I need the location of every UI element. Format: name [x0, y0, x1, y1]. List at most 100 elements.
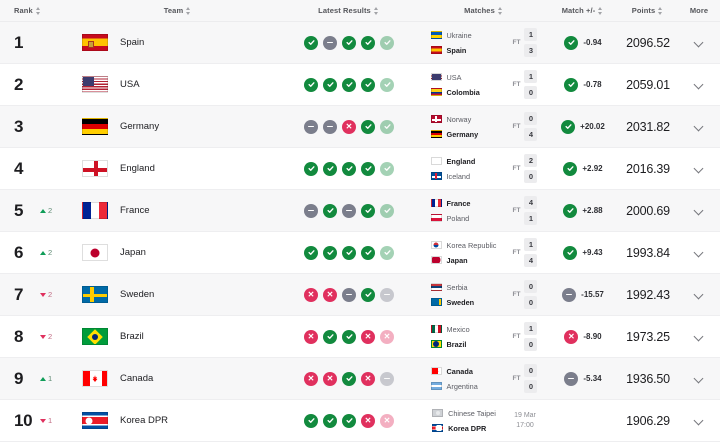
chevron-down-icon[interactable]: [695, 164, 704, 173]
chevron-down-icon[interactable]: [695, 122, 704, 131]
rank-number: 6: [14, 242, 24, 262]
column-header-latest-results[interactable]: Latest Results: [278, 6, 420, 15]
column-header-matches[interactable]: Matches: [420, 6, 548, 15]
points-cell: 2059.01: [618, 64, 678, 106]
matches-cell[interactable]: England Iceland FT 2 0: [420, 148, 548, 190]
matches-cell[interactable]: Chinese Taipei Korea DPR 19 Mar 17:00: [420, 400, 548, 442]
result-win-icon: [342, 329, 356, 344]
arrow-down-icon: [40, 418, 46, 423]
result-loss-icon: ✕: [361, 413, 375, 428]
sort-icon[interactable]: [186, 6, 192, 15]
chevron-down-icon[interactable]: [695, 80, 704, 89]
team-cell[interactable]: Sweden: [78, 274, 278, 316]
sort-icon[interactable]: [35, 6, 42, 15]
rank-number: 10: [14, 410, 33, 430]
sort-icon[interactable]: [658, 6, 664, 15]
matches-cell[interactable]: Mexico Brazil FT 1 0: [420, 316, 548, 358]
more-cell[interactable]: [678, 106, 720, 148]
matches-cell[interactable]: Korea Republic Japan FT 1 4: [420, 232, 548, 274]
table-row[interactable]: 7 2 Sweden ✕ ✕ Serbia Sweden FT 0 0 -15.57 1992.43: [0, 274, 720, 316]
match-home-team: Serbia: [430, 283, 505, 292]
table-row[interactable]: 8 2 Brazil ✕ ✕ ✕ Mexico Brazil FT 1 0 ✕ -8.90 1973.25: [0, 316, 720, 358]
chevron-down-icon[interactable]: [695, 206, 704, 215]
column-header-points[interactable]: Points: [618, 6, 678, 15]
chevron-down-icon[interactable]: [695, 416, 704, 425]
pm-up-icon: [563, 203, 578, 218]
more-cell[interactable]: [678, 190, 720, 232]
more-cell[interactable]: [678, 274, 720, 316]
chevron-down-icon[interactable]: [695, 332, 704, 341]
more-cell[interactable]: [678, 64, 720, 106]
matches-cell[interactable]: Serbia Sweden FT 0 0: [420, 274, 548, 316]
more-cell[interactable]: [678, 400, 720, 442]
matches-cell[interactable]: Ukraine Spain FT 1 3: [420, 22, 548, 64]
table-row[interactable]: 5 2 France France Poland FT 4 1 +2.88 2000.69: [0, 190, 720, 232]
x-glyph: ✕: [307, 289, 315, 299]
table-row[interactable]: 10 1 Korea DPR ✕ ✕ Chinese Taipei Korea DPR 19 …: [0, 400, 720, 442]
team-cell[interactable]: Canada: [78, 358, 278, 400]
column-header-team[interactable]: Team: [78, 6, 278, 15]
arrow-up-icon: [40, 376, 46, 381]
points-value: 2031.82: [626, 119, 670, 134]
chevron-down-icon[interactable]: [695, 374, 704, 383]
table-row[interactable]: 2 USA USA Colombia FT 1 0 -0.78 2059.01: [0, 64, 720, 106]
result-loss-icon: ✕: [323, 371, 337, 386]
match-home-team-name: England: [446, 156, 476, 166]
dash-glyph: [308, 209, 314, 212]
match-status: FT: [512, 333, 521, 340]
result-draw-icon: [342, 287, 356, 302]
team-cell[interactable]: Brazil: [78, 316, 278, 358]
matches-cell[interactable]: USA Colombia FT 1 0: [420, 64, 548, 106]
flag-br-icon: [430, 340, 442, 348]
match-status: FT: [512, 81, 521, 88]
flag-en-icon: [82, 160, 108, 177]
table-row[interactable]: 3 Germany ✕ Norway Germany FT 0 4 +20.02 2031.82: [0, 106, 720, 148]
match-away-team: Spain: [430, 46, 505, 55]
points-cell: 2031.82: [618, 106, 678, 148]
table-row[interactable]: 9 1 Canada ✕ ✕ ✕ Canada Argentina FT 0 0 -5.34 1936.…: [0, 358, 720, 400]
matches-cell[interactable]: Norway Germany FT 0 4: [420, 106, 548, 148]
result-win-icon: [380, 245, 394, 260]
more-cell[interactable]: [678, 232, 720, 274]
match-away-team: Iceland: [430, 172, 505, 181]
chevron-down-icon[interactable]: [695, 248, 704, 257]
flag-no-icon: [430, 115, 442, 123]
team-cell[interactable]: France: [78, 190, 278, 232]
match-teams: Korea Republic Japan: [430, 241, 505, 265]
team-cell[interactable]: Germany: [78, 106, 278, 148]
more-cell[interactable]: [678, 148, 720, 190]
table-row[interactable]: 1 Spain Ukraine Spain FT 1 3 -0.94 2096.52: [0, 22, 720, 64]
more-cell[interactable]: [678, 358, 720, 400]
team-cell[interactable]: Korea DPR: [78, 400, 278, 442]
flag-us-icon: [430, 73, 442, 81]
matches-cell[interactable]: Canada Argentina FT 0 0: [420, 358, 548, 400]
match-home-team-name: Canada: [446, 366, 473, 376]
table-row[interactable]: 4 England England Iceland FT 2 0 +2.92 2016.39: [0, 148, 720, 190]
chevron-down-icon[interactable]: [695, 290, 704, 299]
sort-icon[interactable]: [497, 6, 504, 15]
chevron-down-icon[interactable]: [695, 38, 704, 47]
match-away-team: Korea DPR: [432, 424, 506, 433]
x-glyph: ✕: [383, 331, 391, 341]
result-win-icon: [304, 245, 318, 260]
column-header-match-plus-minus[interactable]: Match +/-: [548, 6, 618, 15]
matches-cell[interactable]: France Poland FT 4 1: [420, 190, 548, 232]
team-cell[interactable]: Spain: [78, 22, 278, 64]
result-win-icon: [361, 119, 375, 134]
team-cell[interactable]: England: [78, 148, 278, 190]
column-header-rank[interactable]: Rank: [0, 6, 78, 15]
more-cell[interactable]: [678, 316, 720, 358]
match-away-team-name: Argentina: [446, 381, 478, 391]
match-plus-minus-cell: +20.02: [548, 106, 618, 148]
flag-mx-icon: [430, 325, 442, 333]
result-win-icon: [342, 77, 356, 92]
team-cell[interactable]: USA: [78, 64, 278, 106]
dash-glyph: [327, 125, 333, 128]
more-cell[interactable]: [678, 22, 720, 64]
sort-icon[interactable]: [373, 6, 380, 15]
home-score: 0: [524, 280, 538, 293]
sort-icon[interactable]: [598, 6, 604, 15]
table-row[interactable]: 6 2 Japan Korea Republic Japan FT 1 4 +9.43 1993.…: [0, 232, 720, 274]
team-cell[interactable]: Japan: [78, 232, 278, 274]
